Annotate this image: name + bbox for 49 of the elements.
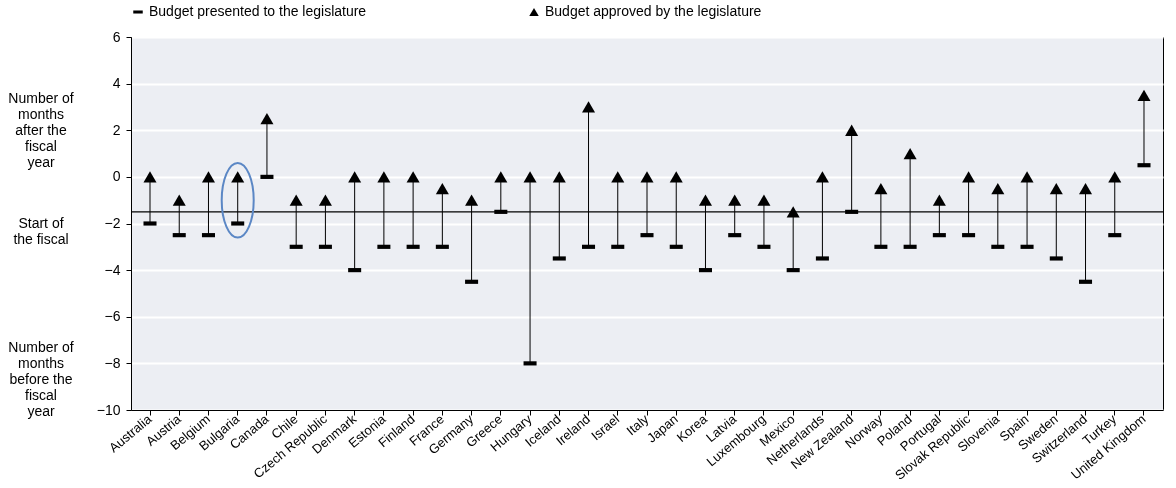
point (1020, 171, 1034, 183)
y-tick-label: 6 (112, 28, 121, 45)
point (552, 171, 566, 183)
y-tick-label: −6 (104, 308, 121, 325)
point (611, 171, 625, 183)
point (786, 206, 800, 218)
point (1108, 171, 1122, 183)
point (991, 182, 1005, 195)
point (260, 112, 274, 125)
point (698, 194, 712, 206)
point (377, 171, 391, 183)
y-tick-label: −4 (104, 261, 121, 278)
point (289, 194, 303, 206)
point (143, 171, 157, 183)
text: Start of the fiscal (13, 214, 69, 247)
point (523, 171, 537, 183)
point (669, 171, 683, 183)
point (874, 182, 888, 195)
point (815, 171, 829, 183)
point (435, 182, 449, 195)
point (728, 194, 742, 206)
y-tick-label: −8 (104, 354, 121, 371)
y-tick-label: 0 (112, 168, 121, 185)
y-tick-label: −2 (104, 215, 121, 231)
point (406, 171, 420, 183)
point (494, 171, 508, 183)
point (757, 194, 771, 206)
point (845, 124, 859, 136)
point (172, 194, 186, 206)
point (318, 194, 332, 206)
legend-label: Budget approved by the legislature (545, 3, 762, 19)
y-tick-label: 4 (112, 75, 121, 92)
point (932, 194, 946, 206)
text: Number of months before the fiscal year (8, 338, 74, 419)
legend-label: Budget presented to the legislature (149, 3, 367, 19)
point (1049, 182, 1063, 195)
point (465, 194, 479, 206)
y-tick-label: 2 (112, 121, 121, 138)
point (640, 171, 654, 183)
point (582, 101, 596, 113)
point (962, 171, 976, 183)
point (231, 171, 245, 183)
point (348, 171, 362, 183)
point (1079, 182, 1093, 195)
point (201, 171, 215, 183)
text: Number of months after the fiscal year (8, 90, 74, 171)
point (1137, 89, 1151, 101)
point (903, 147, 917, 160)
y-tick-label: −10 (96, 401, 121, 418)
